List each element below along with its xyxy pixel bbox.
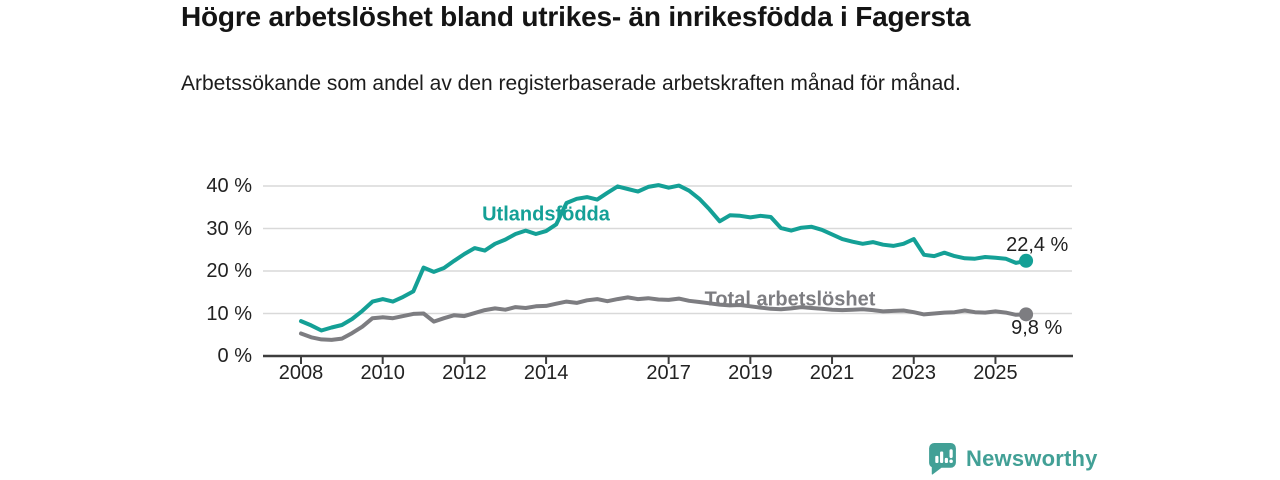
- newsworthy-bar-chart-bubble-icon: [929, 443, 956, 475]
- series-line-total-arbetsloshet: [299, 295, 1029, 342]
- page-title: Högre arbetslöshet bland utrikes- än inr…: [181, 1, 971, 32]
- y-axis-tick-label: 10 %: [206, 302, 252, 325]
- newsworthy-logo: Newsworthy: [928, 442, 1098, 475]
- end-value-label-utlandsfodda: 22,4 %: [1006, 233, 1069, 256]
- x-axis-tick-label: 2019: [728, 362, 773, 384]
- chart-subtitle: Arbetssökande som andel av den registerb…: [181, 72, 961, 95]
- series-end-dot-utlandsfodda: [1019, 253, 1034, 268]
- x-axis-tick-label: 2017: [646, 362, 691, 384]
- y-axis-tick-label: 40 %: [206, 175, 252, 197]
- end-value-label-total-arbetsloshet: 9,8 %: [1011, 317, 1063, 340]
- x-axis-tick-label: 2014: [523, 362, 569, 384]
- x-axis-tick-label: 2008: [278, 362, 324, 384]
- series-line-utlandsfodda: [299, 183, 1029, 333]
- x-axis-tick-label: 2025: [973, 362, 1018, 384]
- y-axis-tick-label: 0 %: [217, 345, 252, 367]
- x-axis-tick-label: 2010: [360, 362, 405, 384]
- x-axis-tick-label: 2023: [891, 362, 937, 384]
- y-axis-tick-label: 30 %: [206, 217, 252, 240]
- series-label-utlandsfodda: Utlandsfödda: [482, 203, 610, 226]
- x-axis-tick-label: 2012: [442, 362, 487, 384]
- series-end-dot-total-arbetsloshet: [1019, 307, 1034, 322]
- series-label-total-arbetsloshet: Total arbetslöshet: [704, 288, 876, 311]
- y-axis-tick-label: 20 %: [206, 260, 252, 282]
- brand-name: Newsworthy: [966, 445, 1098, 471]
- x-axis-tick-label: 2021: [809, 362, 855, 384]
